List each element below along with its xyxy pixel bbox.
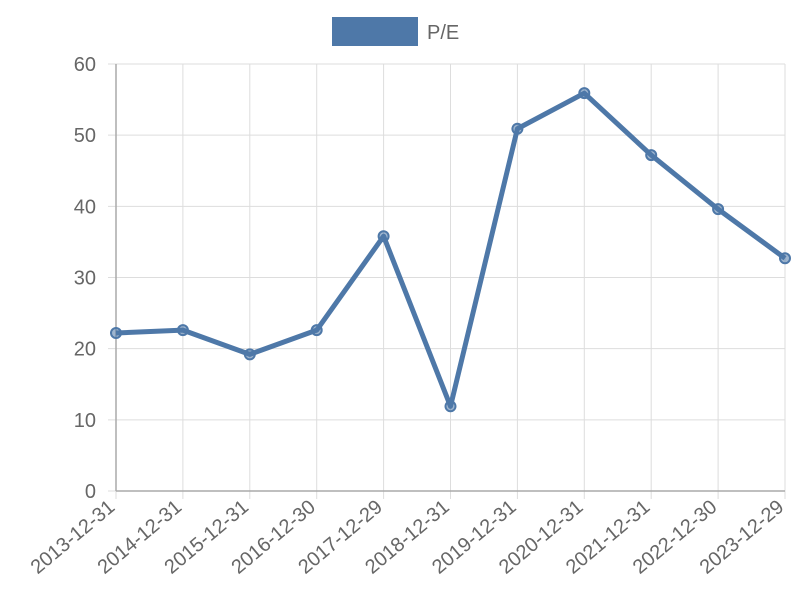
legend-swatch	[332, 17, 418, 46]
y-tick-label: 50	[74, 125, 96, 147]
point	[377, 230, 390, 243]
point	[578, 87, 591, 100]
y-tick-label: 40	[74, 196, 96, 218]
y-tick-label: 10	[74, 410, 96, 432]
point	[176, 324, 189, 337]
point	[511, 122, 524, 135]
point	[243, 348, 256, 361]
y-tick-label: 20	[74, 339, 96, 361]
point	[110, 327, 122, 340]
point	[779, 252, 791, 265]
legend-label: P/E	[427, 22, 459, 44]
point	[444, 400, 457, 413]
y-tick-label: 60	[74, 54, 96, 76]
point	[645, 149, 658, 162]
point	[712, 203, 725, 216]
y-tick-label: 30	[74, 268, 96, 290]
y-tick-label: 0	[85, 481, 96, 503]
point	[310, 324, 323, 337]
